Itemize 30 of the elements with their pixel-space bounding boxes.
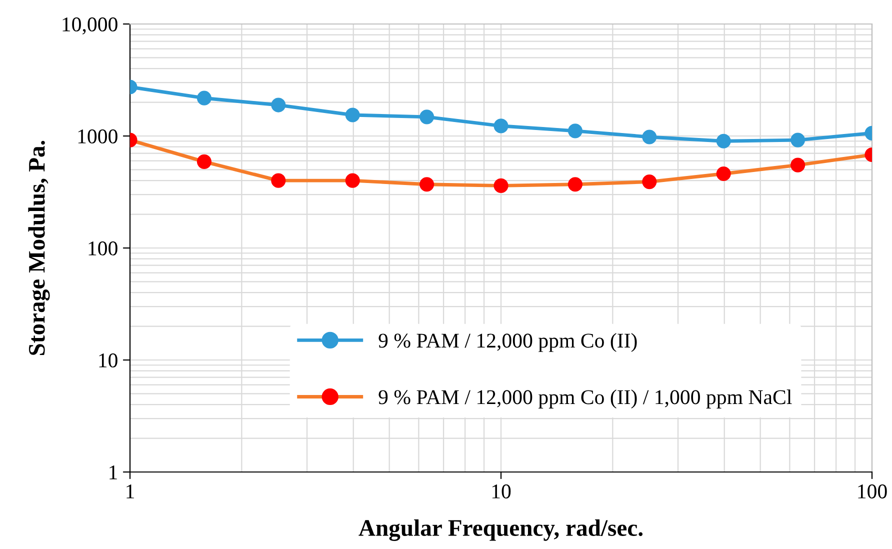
- point: [345, 173, 360, 188]
- point: [271, 98, 286, 112]
- point: [345, 108, 360, 122]
- point: [716, 166, 731, 182]
- point: [716, 134, 731, 148]
- legend-label: 9 % PAM / 12,000 ppm Co (II): [378, 333, 637, 352]
- point: [790, 158, 806, 172]
- point: [642, 174, 657, 190]
- point: [494, 178, 508, 193]
- x-tick-label: 1: [126, 484, 134, 498]
- y-tick-label: 1000: [78, 129, 118, 144]
- point: [196, 154, 212, 169]
- point: [642, 130, 657, 144]
- x-tick-label: 100: [858, 484, 887, 498]
- point: [420, 177, 434, 192]
- y-tick-label: 10: [99, 353, 118, 368]
- point: [494, 118, 508, 134]
- point: [420, 110, 434, 124]
- legend-label: 9 % PAM / 12,000 ppm Co (II) / 1,000 ppm NaCl: [378, 390, 792, 408]
- point: [568, 124, 582, 138]
- x-axis-title: Angular Frequency, rad/sec.: [358, 519, 643, 541]
- y-axis-title: Storage Modulus, Pa.: [28, 140, 50, 355]
- x-tick-label: 10: [492, 484, 511, 498]
- y-tick-label: 10,000: [62, 17, 118, 34]
- y-tick-label: 100: [88, 241, 118, 256]
- point: [196, 90, 212, 106]
- point: [568, 177, 582, 192]
- point: [271, 173, 286, 188]
- y-tick-label: 1: [110, 465, 117, 480]
- point: [790, 132, 806, 148]
